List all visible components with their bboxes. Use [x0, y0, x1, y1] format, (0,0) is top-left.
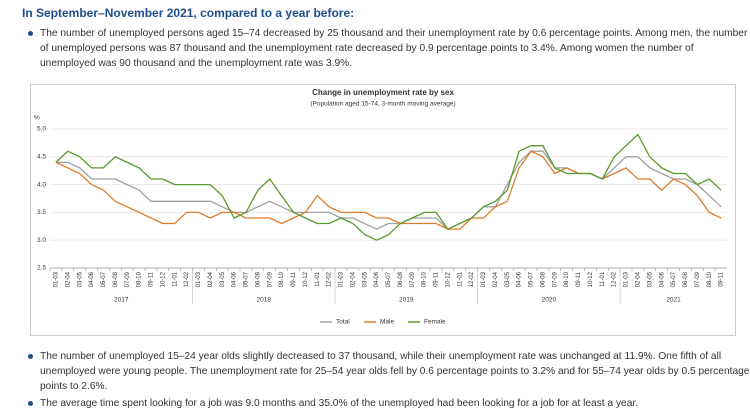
x-tick-label: 07-09	[125, 271, 131, 287]
series-line	[55, 150, 722, 230]
x-tick-label: 03-05	[505, 271, 511, 287]
x-tick-label: 10-12	[160, 271, 166, 287]
y-tick-label: 3.5	[37, 209, 46, 216]
x-tick-label: 02-04	[350, 271, 356, 287]
chart-frame	[30, 84, 736, 336]
series-line	[55, 150, 722, 230]
x-tick-label: 09-11	[291, 271, 297, 287]
x-tick-label: 09-11	[434, 271, 440, 287]
bullet-list: The number of unemployed persons aged 15…	[22, 26, 750, 73]
x-tick-label: 11-01	[172, 271, 178, 287]
x-tick-label: 11-01	[457, 271, 463, 287]
x-tick-label: 12-02	[612, 271, 618, 287]
x-tick-label: 06-08	[540, 271, 546, 287]
bullet: The number of unemployed persons aged 15…	[28, 26, 750, 71]
x-tick-label: 10-12	[588, 271, 594, 287]
x-tick-label: 04-06	[517, 271, 523, 287]
x-tick-label: 08-10	[422, 271, 428, 287]
chart-subtitle: (Population aged 15-74, 3-month moving a…	[310, 101, 455, 108]
x-tick-label: 01-03	[54, 271, 60, 287]
x-tick-label: 10-12	[445, 271, 451, 287]
x-tick-label: 04-06	[659, 271, 665, 287]
year-label: 2019	[399, 297, 414, 304]
x-tick-label: 08-10	[564, 271, 570, 287]
x-tick-label: 05-07	[529, 271, 535, 287]
series-line	[55, 133, 722, 241]
x-tick-label: 12-02	[469, 271, 475, 287]
x-tick-label: 02-04	[208, 271, 214, 287]
legend-label: Total	[336, 319, 350, 326]
x-tick-label: 02-04	[493, 271, 499, 287]
x-tick-label: 07-09	[552, 271, 558, 287]
x-tick-label: 05-07	[386, 271, 392, 287]
x-tick-label: 09-11	[576, 271, 582, 287]
x-tick-label: 06-08	[113, 271, 119, 287]
year-label: 2020	[542, 297, 557, 304]
x-tick-label: 06-08	[683, 271, 689, 287]
x-tick-label: 08-10	[137, 271, 143, 287]
y-axis-label: %	[34, 115, 40, 122]
x-tick-label: 04-06	[232, 271, 238, 287]
x-tick-label: 05-07	[671, 271, 677, 287]
y-tick-label: 3.0	[37, 237, 46, 244]
x-tick-label: 07-09	[267, 271, 273, 287]
x-tick-label: 01-03	[481, 271, 487, 287]
legend-label: Male	[380, 319, 394, 326]
x-tick-label: 03-05	[647, 271, 653, 287]
bullet: The number of unemployed 15–24 year olds…	[28, 351, 750, 392]
x-tick-label: 01-03	[339, 271, 345, 287]
year-label: 2017	[114, 297, 129, 304]
chart-title: Change in unemployment rate by sex	[312, 88, 454, 97]
y-tick-label: 5.0	[37, 126, 46, 133]
x-tick-label: 04-06	[374, 271, 380, 287]
x-tick-label: 07-09	[695, 271, 701, 287]
x-tick-label: 02-04	[635, 271, 641, 287]
y-tick-label: 4.5	[37, 154, 46, 161]
x-tick-label: 01-03	[196, 271, 202, 287]
bullet-list: The number of unemployed 15–24 year olds…	[22, 349, 750, 413]
x-tick-label: 08-10	[279, 271, 285, 287]
x-tick-label: 05-07	[101, 271, 107, 287]
year-label: 2018	[257, 297, 272, 304]
x-tick-label: 12-02	[184, 271, 190, 287]
x-tick-label: 03-05	[77, 271, 83, 287]
year-label: 2021	[666, 297, 681, 304]
x-tick-label: 06-08	[255, 271, 261, 287]
x-tick-label: 03-05	[220, 271, 226, 287]
x-tick-label: 11-01	[315, 271, 321, 287]
legend-label: Female	[424, 319, 446, 326]
x-tick-label: 09-11	[719, 271, 725, 287]
x-tick-label: 11-01	[600, 271, 606, 287]
x-tick-label: 06-08	[398, 271, 404, 287]
y-tick-label: 2.5	[37, 265, 46, 272]
x-tick-label: 01-03	[624, 271, 630, 287]
x-tick-label: 12-02	[327, 271, 333, 287]
x-tick-label: 04-06	[89, 271, 95, 287]
x-tick-label: 09-11	[149, 271, 155, 287]
x-tick-label: 10-12	[303, 271, 309, 287]
x-tick-label: 08-10	[707, 271, 713, 287]
x-tick-label: 07-09	[410, 271, 416, 287]
bullet: The average time spent looking for a job…	[28, 396, 750, 411]
heading: In September–November 2021, compared to …	[22, 6, 355, 20]
chart: Change in unemployment rate by sex (Popu…	[30, 84, 736, 336]
x-tick-label: 02-04	[65, 271, 71, 287]
x-tick-label: 03-05	[362, 271, 368, 287]
x-tick-label: 05-07	[244, 271, 250, 287]
y-tick-label: 4.0	[37, 181, 46, 188]
